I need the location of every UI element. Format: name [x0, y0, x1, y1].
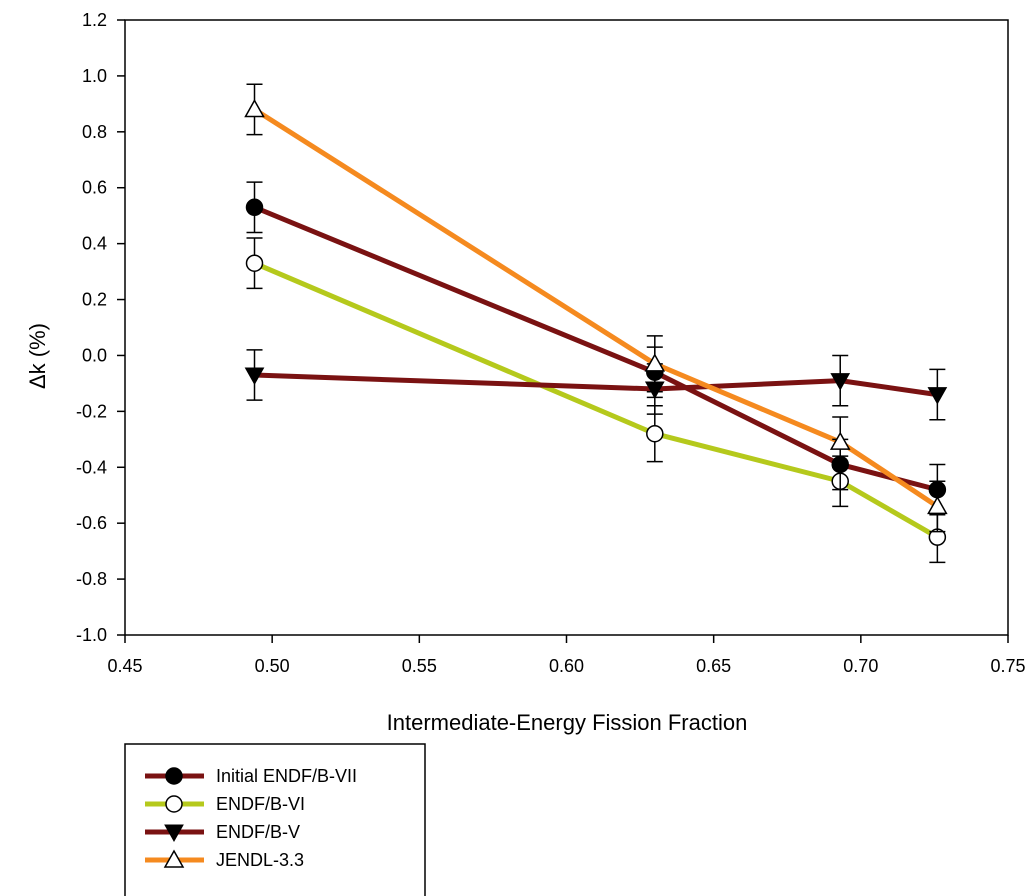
- series-points-group: [244, 83, 948, 533]
- marker-open-circle: [646, 424, 664, 443]
- y-tick-label: 1.0: [82, 66, 107, 86]
- y-tick-label: 0.6: [82, 178, 107, 198]
- y-tick-label: 0.2: [82, 290, 107, 310]
- series-line: [254, 372, 938, 398]
- y-tick-label: -0.8: [76, 569, 107, 589]
- series-line-group: [253, 260, 939, 540]
- y-tick-label: -0.2: [76, 401, 107, 421]
- series-line-group: [254, 372, 938, 398]
- legend-label: Initial ENDF/B-VII: [216, 766, 357, 786]
- series-layer: [244, 83, 948, 564]
- marker-open-circle: [165, 795, 183, 813]
- marker-filled-triangle-down: [927, 387, 948, 405]
- y-tick-label: 1.2: [82, 10, 107, 30]
- marker-filled-circle: [245, 198, 264, 217]
- x-tick-label: 0.45: [107, 656, 142, 676]
- x-tick-label: 0.55: [402, 656, 437, 676]
- x-tick-label: 0.60: [549, 656, 584, 676]
- marker-open-triangle-up: [644, 353, 666, 372]
- x-axis-title: Intermediate-Energy Fission Fraction: [387, 710, 748, 735]
- marker-filled-triangle-down: [830, 373, 851, 391]
- legend-label: JENDL-3.3: [216, 850, 304, 870]
- marker-open-triangle-up: [244, 98, 265, 118]
- y-tick-label: -0.4: [76, 457, 107, 477]
- series-line-group: [253, 107, 939, 509]
- marker-filled-circle: [165, 767, 183, 785]
- y-tick-label: 0.0: [82, 345, 107, 365]
- y-tick-label: -1.0: [76, 625, 107, 645]
- legend-label: ENDF/B-VI: [216, 794, 305, 814]
- x-tick-label: 0.50: [255, 656, 290, 676]
- axes: 0.45 0.50 0.55 0.60 0.65 0.70 0.75 -1.0 -0.8 -0.6…: [76, 10, 1026, 676]
- x-tick-label: 0.70: [843, 656, 878, 676]
- marker-open-circle: [245, 254, 264, 272]
- legend-label: ENDF/B-V: [216, 822, 300, 842]
- marker-open-triangle-up: [927, 495, 948, 515]
- y-tick-label: 0.8: [82, 122, 107, 142]
- marker-open-triangle-up: [829, 431, 851, 450]
- y-tick-label: -0.6: [76, 513, 107, 533]
- marker-filled-triangle-down: [244, 367, 265, 386]
- x-tick-label: 0.75: [990, 656, 1025, 676]
- y-axis-title: Δk (%): [25, 323, 50, 389]
- y-tick-label: 0.4: [82, 234, 107, 254]
- x-tick-label: 0.65: [696, 656, 731, 676]
- marker-filled-triangle-down: [164, 824, 184, 843]
- series-line: [253, 260, 939, 540]
- marker-open-triangle-up: [163, 849, 185, 868]
- series-line: [253, 107, 939, 509]
- legend: Initial ENDF/B-VII ENDF/B-VI ENDF/B-V JENDL…: [124, 743, 426, 896]
